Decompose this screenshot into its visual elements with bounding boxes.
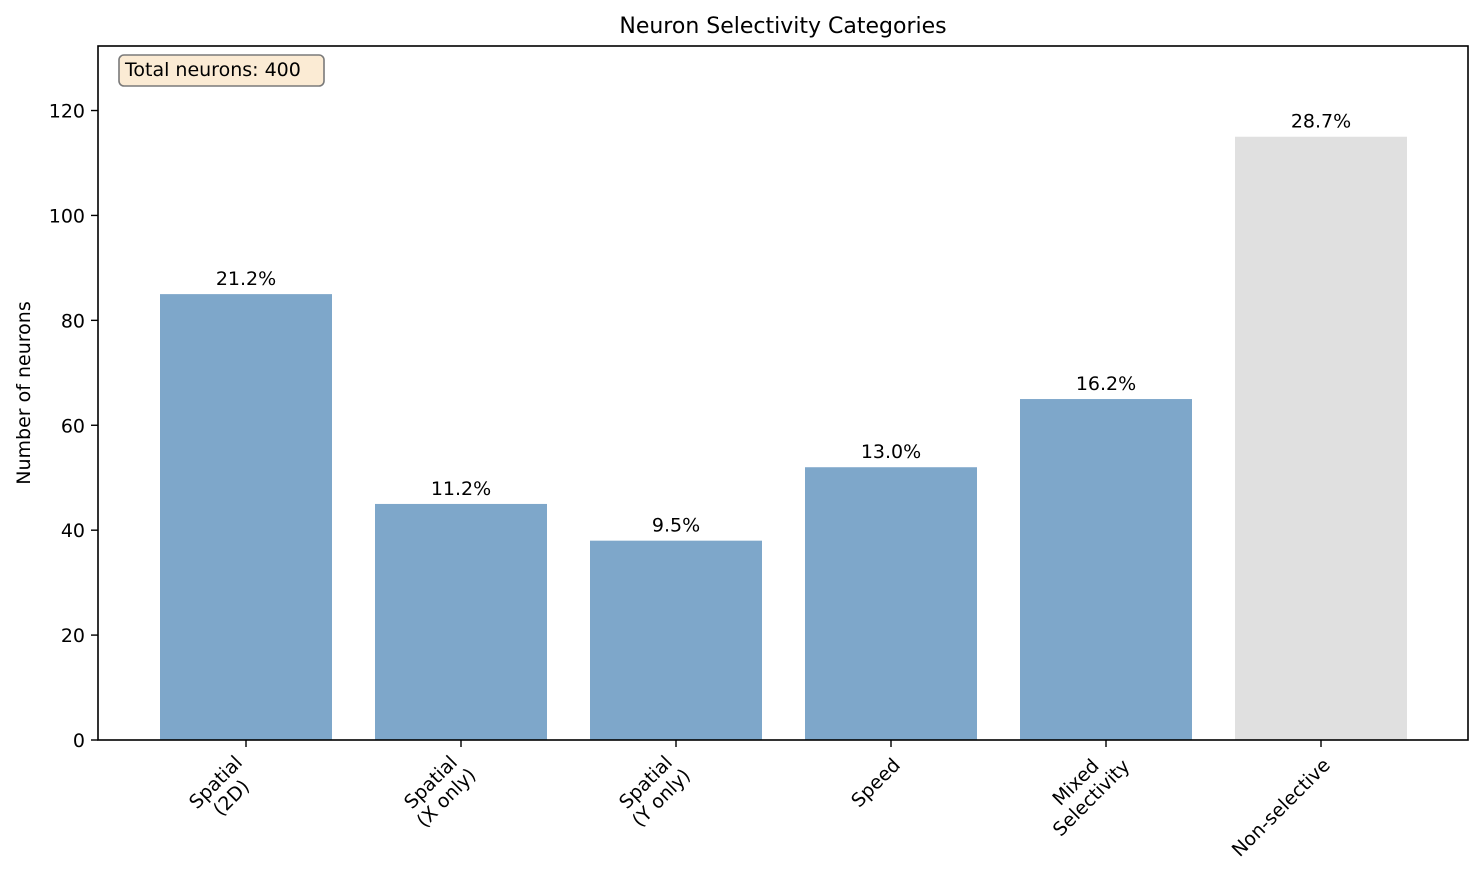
- y-tick-label: 80: [61, 310, 85, 332]
- annotation-box: [118, 54, 325, 87]
- y-tick-label: 20: [61, 625, 85, 647]
- y-tick-label: 0: [73, 730, 85, 752]
- x-tick-label: Spatial(2D): [185, 752, 262, 829]
- annotation-text: Total neurons: 400: [124, 59, 301, 81]
- x-tick-label: Spatial(Y only): [612, 749, 694, 831]
- bar-5: [1235, 136, 1407, 740]
- plot-frame: [97, 45, 1469, 741]
- bar-value-label: 13.0%: [861, 441, 921, 463]
- y-axis: 0 20 40 60 80 100 120: [49, 101, 98, 752]
- y-tick-label: 100: [49, 205, 85, 227]
- bar-value-label: 9.5%: [652, 515, 700, 537]
- x-tick-label: Speed: [847, 754, 905, 812]
- bar-0: [160, 294, 332, 740]
- y-tick-label: 40: [61, 520, 85, 542]
- x-axis: Spatial(2D) Spatial(X only) Spatial(Y only…: [185, 740, 1335, 861]
- bar-4: [1020, 399, 1192, 740]
- y-tick-label: 60: [61, 415, 85, 437]
- chart-title: Neuron Selectivity Categories: [619, 14, 946, 39]
- bar-1: [375, 503, 547, 740]
- y-tick-label: 120: [49, 101, 85, 123]
- bar-value-label: 11.2%: [431, 478, 491, 500]
- bar-value-label: 21.2%: [216, 268, 276, 290]
- x-tick-label: Spatial(X only): [397, 749, 480, 832]
- bar-value-label: 16.2%: [1076, 373, 1136, 395]
- x-tick-label: MixedSelectivity: [1033, 740, 1134, 841]
- bar-3: [805, 467, 977, 740]
- total-annotation: Total neurons: 400: [118, 54, 325, 87]
- x-tick-label: Non-selective: [1228, 754, 1335, 861]
- bars-group: [160, 136, 1407, 740]
- bar-labels-group: 21.2% 11.2% 9.5% 13.0% 16.2% 28.7%: [216, 111, 1351, 537]
- y-axis-label: Number of neurons: [13, 301, 35, 484]
- bar-2: [590, 540, 762, 740]
- bar-value-label: 28.7%: [1291, 111, 1351, 133]
